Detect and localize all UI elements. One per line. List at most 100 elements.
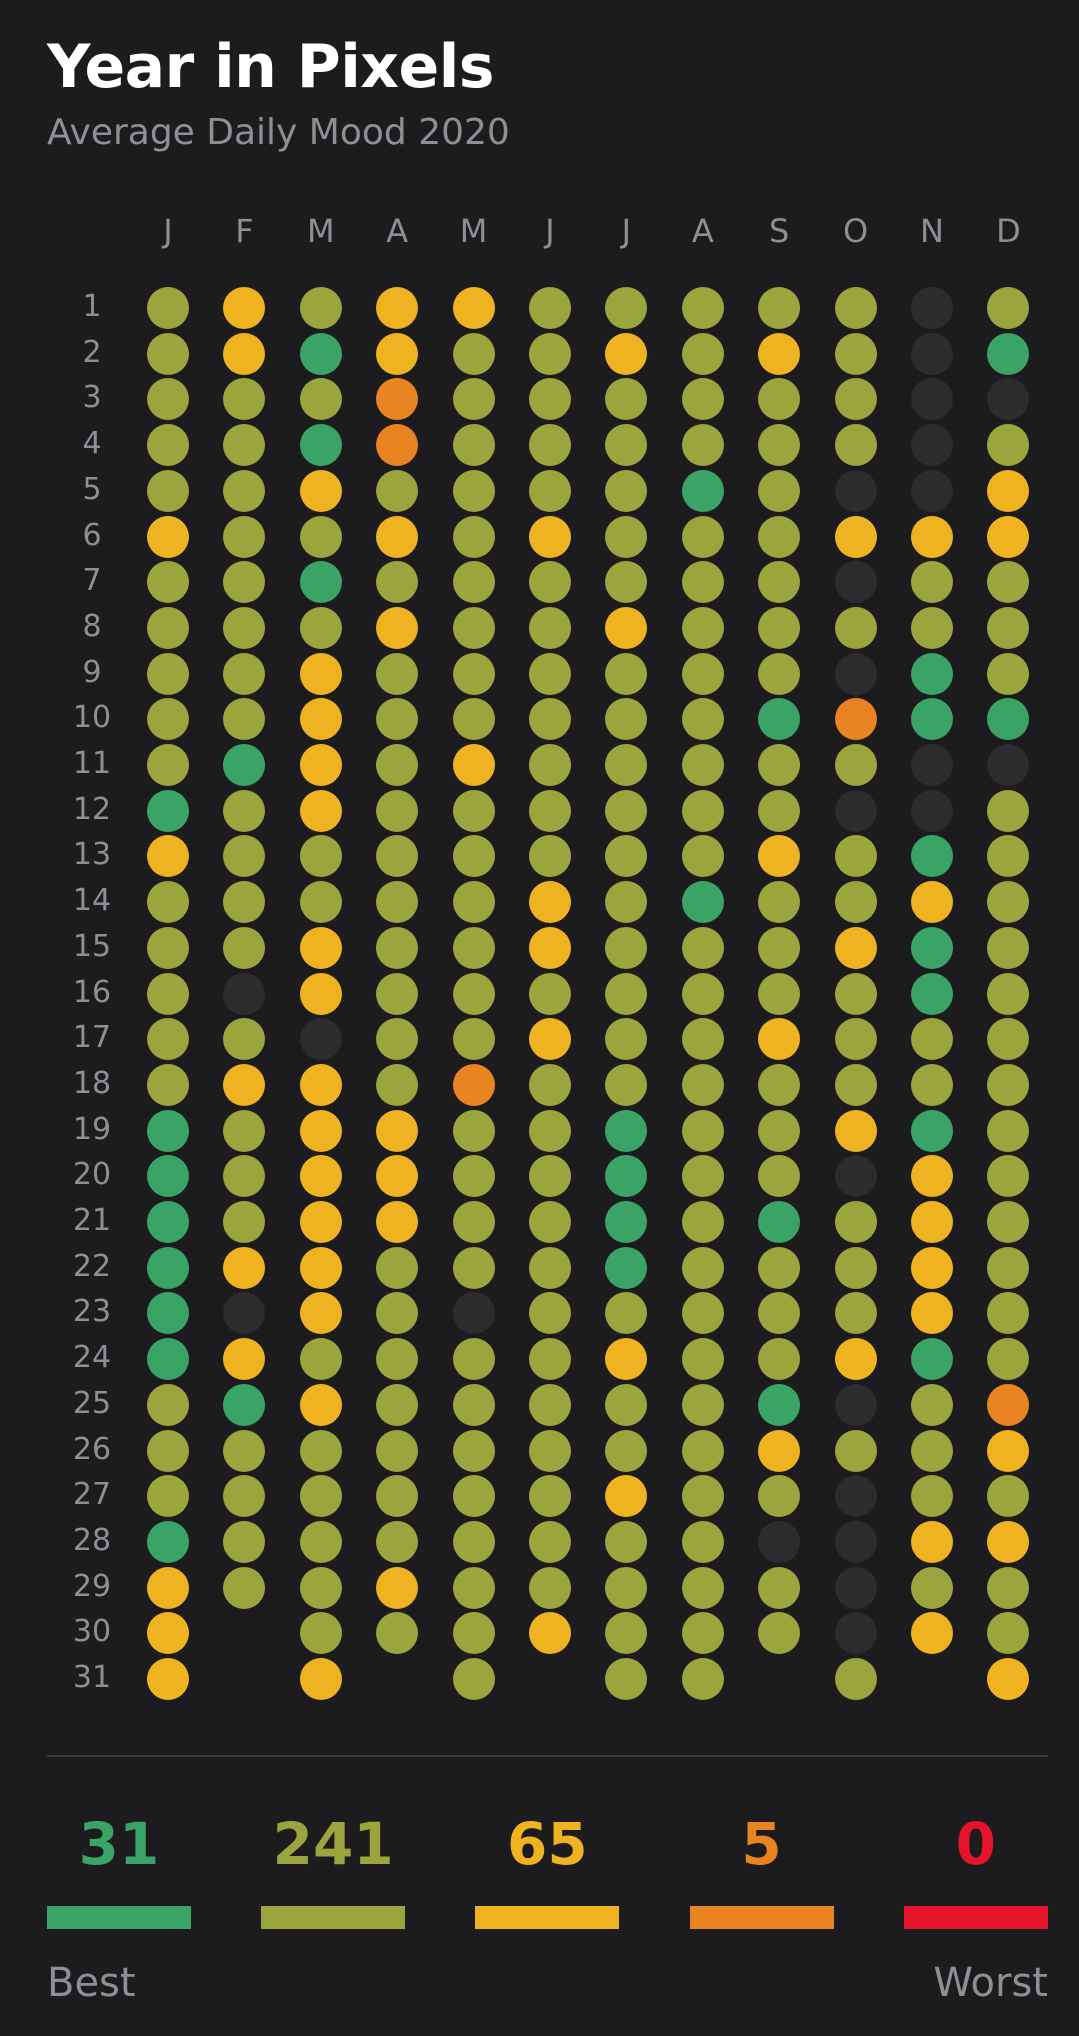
mood-dot[interactable] xyxy=(452,652,495,695)
mood-dot[interactable] xyxy=(529,1429,571,1472)
mood-dot[interactable] xyxy=(681,744,724,786)
mood-dot[interactable] xyxy=(223,378,266,421)
mood-dot[interactable] xyxy=(529,926,571,969)
mood-dot[interactable] xyxy=(911,1338,953,1381)
mood-dot[interactable] xyxy=(223,606,266,649)
mood-dot[interactable] xyxy=(376,1475,419,1518)
mood-dot[interactable] xyxy=(681,1018,724,1061)
mood-dot[interactable] xyxy=(299,606,342,649)
mood-dot[interactable] xyxy=(681,1612,724,1655)
mood-dot[interactable] xyxy=(223,561,266,604)
mood-dot[interactable] xyxy=(452,744,495,786)
mood-dot[interactable] xyxy=(911,561,953,604)
mood-dot[interactable] xyxy=(223,1063,266,1106)
mood-dot[interactable] xyxy=(911,835,953,878)
mood-dot[interactable] xyxy=(758,1246,801,1289)
mood-dot[interactable] xyxy=(758,652,801,695)
mood-dot[interactable] xyxy=(911,378,953,421)
mood-dot[interactable] xyxy=(147,1520,189,1563)
mood-dot[interactable] xyxy=(299,1109,342,1152)
mood-dot[interactable] xyxy=(605,287,648,329)
mood-dot[interactable] xyxy=(147,424,189,467)
mood-dot[interactable] xyxy=(452,1383,495,1426)
mood-dot[interactable] xyxy=(987,1155,1030,1198)
mood-dot[interactable] xyxy=(299,1155,342,1198)
mood-dot[interactable] xyxy=(987,424,1030,467)
mood-dot[interactable] xyxy=(758,789,801,832)
mood-dot[interactable] xyxy=(223,1429,266,1472)
mood-dot[interactable] xyxy=(834,744,877,786)
mood-dot[interactable] xyxy=(911,1566,953,1609)
mood-dot[interactable] xyxy=(834,1612,877,1655)
mood-dot[interactable] xyxy=(376,835,419,878)
mood-dot[interactable] xyxy=(223,287,266,329)
mood-dot[interactable] xyxy=(223,881,266,924)
mood-dot[interactable] xyxy=(223,698,266,741)
mood-dot[interactable] xyxy=(834,515,877,558)
mood-dot[interactable] xyxy=(529,972,571,1015)
mood-dot[interactable] xyxy=(147,378,189,421)
mood-dot[interactable] xyxy=(529,1155,571,1198)
mood-dot[interactable] xyxy=(834,1201,877,1243)
mood-dot[interactable] xyxy=(223,469,266,512)
mood-dot[interactable] xyxy=(299,789,342,832)
mood-dot[interactable] xyxy=(834,378,877,421)
mood-dot[interactable] xyxy=(299,972,342,1015)
mood-dot[interactable] xyxy=(681,835,724,878)
mood-dot[interactable] xyxy=(147,652,189,695)
mood-dot[interactable] xyxy=(758,1429,801,1472)
mood-dot[interactable] xyxy=(834,1566,877,1609)
mood-dot[interactable] xyxy=(376,1201,419,1243)
mood-dot[interactable] xyxy=(987,1658,1030,1700)
mood-dot[interactable] xyxy=(605,1201,648,1243)
mood-dot[interactable] xyxy=(223,926,266,969)
mood-dot[interactable] xyxy=(834,1429,877,1472)
mood-dot[interactable] xyxy=(834,1383,877,1426)
mood-dot[interactable] xyxy=(605,469,648,512)
mood-dot[interactable] xyxy=(299,287,342,329)
mood-dot[interactable] xyxy=(987,1063,1030,1106)
mood-dot[interactable] xyxy=(987,1520,1030,1563)
mood-dot[interactable] xyxy=(911,1155,953,1198)
mood-dot[interactable] xyxy=(911,744,953,786)
mood-dot[interactable] xyxy=(605,1338,648,1381)
mood-dot[interactable] xyxy=(299,1429,342,1472)
mood-dot[interactable] xyxy=(376,972,419,1015)
mood-dot[interactable] xyxy=(605,606,648,649)
mood-dot[interactable] xyxy=(605,332,648,375)
mood-dot[interactable] xyxy=(834,1018,877,1061)
mood-dot[interactable] xyxy=(911,1612,953,1655)
mood-dot[interactable] xyxy=(834,835,877,878)
mood-dot[interactable] xyxy=(911,1018,953,1061)
mood-dot[interactable] xyxy=(529,332,571,375)
mood-dot[interactable] xyxy=(452,972,495,1015)
mood-dot[interactable] xyxy=(452,1566,495,1609)
mood-dot[interactable] xyxy=(147,698,189,741)
mood-dot[interactable] xyxy=(834,1292,877,1335)
mood-dot[interactable] xyxy=(987,287,1030,329)
mood-dot[interactable] xyxy=(376,1429,419,1472)
mood-dot[interactable] xyxy=(834,469,877,512)
mood-dot[interactable] xyxy=(147,926,189,969)
mood-dot[interactable] xyxy=(605,561,648,604)
mood-dot[interactable] xyxy=(758,1292,801,1335)
mood-dot[interactable] xyxy=(987,1109,1030,1152)
mood-dot[interactable] xyxy=(605,1429,648,1472)
mood-dot[interactable] xyxy=(681,698,724,741)
mood-dot[interactable] xyxy=(681,1383,724,1426)
mood-dot[interactable] xyxy=(376,1246,419,1289)
mood-dot[interactable] xyxy=(376,378,419,421)
mood-dot[interactable] xyxy=(681,606,724,649)
mood-dot[interactable] xyxy=(605,789,648,832)
mood-dot[interactable] xyxy=(987,561,1030,604)
mood-dot[interactable] xyxy=(758,1338,801,1381)
mood-dot[interactable] xyxy=(605,744,648,786)
mood-dot[interactable] xyxy=(605,1658,648,1700)
mood-dot[interactable] xyxy=(911,926,953,969)
mood-dot[interactable] xyxy=(605,515,648,558)
mood-dot[interactable] xyxy=(834,1475,877,1518)
mood-dot[interactable] xyxy=(147,515,189,558)
mood-dot[interactable] xyxy=(834,1658,877,1700)
mood-dot[interactable] xyxy=(376,287,419,329)
mood-dot[interactable] xyxy=(452,1018,495,1061)
